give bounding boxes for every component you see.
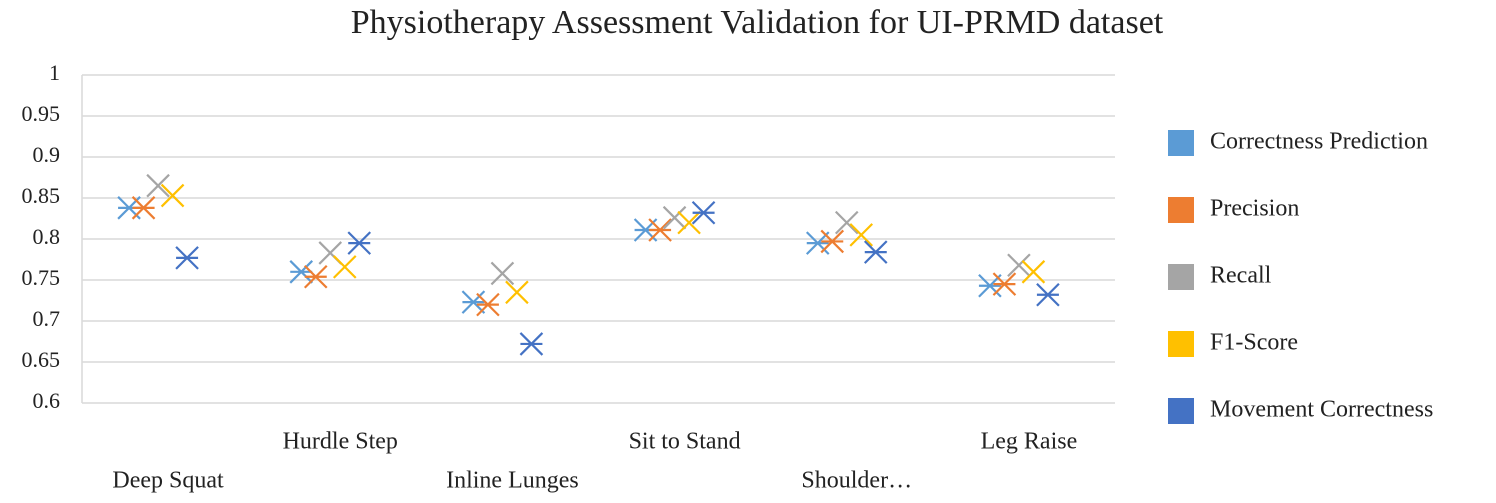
y-tick-label: 0.65 xyxy=(22,347,61,372)
marker xyxy=(461,290,486,314)
marker-stroke xyxy=(131,196,156,220)
chart-title: Physiotherapy Assessment Validation for … xyxy=(351,4,1164,41)
marker-stroke xyxy=(662,205,687,230)
y-tick-label: 0.6 xyxy=(33,388,61,413)
marker-stroke xyxy=(505,280,529,305)
marker-stroke xyxy=(347,231,372,255)
marker xyxy=(303,264,328,289)
marker xyxy=(849,223,874,247)
x-tick-label: Deep Squat xyxy=(112,468,224,494)
y-tick-label: 0.7 xyxy=(33,306,61,331)
legend-swatch xyxy=(1168,197,1194,223)
marker xyxy=(992,272,1017,296)
marker xyxy=(863,240,888,264)
marker xyxy=(490,261,515,286)
y-tick-label: 0.9 xyxy=(33,142,61,167)
marker-stroke xyxy=(175,246,199,270)
marker-stroke xyxy=(1007,253,1031,278)
marker-stroke xyxy=(648,218,672,242)
y-tick-label: 1 xyxy=(49,60,60,85)
marker xyxy=(691,200,716,225)
legend-swatch xyxy=(1168,398,1194,424)
marker xyxy=(146,173,170,198)
marker-stroke xyxy=(820,229,845,254)
marker-stroke xyxy=(160,183,185,208)
x-tick-label: Leg Raise xyxy=(981,429,1078,455)
marker-stroke xyxy=(289,260,314,284)
y-tick-label: 0.95 xyxy=(22,101,61,126)
y-tick-label: 0.8 xyxy=(33,224,61,249)
marker xyxy=(332,255,357,279)
x-tick-label: Sit to Stand xyxy=(629,429,741,455)
marker xyxy=(175,246,199,270)
legend-label: F1-Score xyxy=(1210,330,1298,356)
marker xyxy=(505,280,529,305)
marker xyxy=(662,205,687,230)
y-tick-label: 0.85 xyxy=(22,183,61,208)
marker xyxy=(519,332,544,356)
marker xyxy=(289,260,314,284)
legend-label: Precision xyxy=(1210,196,1299,222)
legend-label: Correctness Prediction xyxy=(1210,129,1428,155)
marker-stroke xyxy=(691,200,716,225)
marker xyxy=(347,231,372,255)
marker-stroke xyxy=(303,264,328,289)
marker-stroke xyxy=(519,332,544,356)
marker-stroke xyxy=(677,210,701,235)
x-tick-label: Shoulder… xyxy=(801,468,912,494)
marker xyxy=(648,218,672,242)
legend-swatch xyxy=(1168,331,1194,357)
marker xyxy=(834,210,859,235)
marker xyxy=(1021,260,1046,284)
marker xyxy=(1007,253,1031,278)
marker xyxy=(677,210,701,235)
legend-swatch xyxy=(1168,264,1194,290)
marker-stroke xyxy=(1036,282,1060,307)
marker-stroke xyxy=(476,292,500,317)
legend-swatch xyxy=(1168,130,1194,156)
x-tick-label: Inline Lunges xyxy=(446,468,579,494)
legend-label: Recall xyxy=(1210,263,1272,289)
marker xyxy=(820,229,845,254)
marker-stroke xyxy=(992,272,1017,296)
marker xyxy=(160,183,185,208)
marker-stroke xyxy=(490,261,515,286)
marker-stroke xyxy=(849,223,874,247)
x-tick-label: Hurdle Step xyxy=(283,429,398,455)
marker-stroke xyxy=(461,290,486,314)
marker xyxy=(131,196,156,220)
marker-stroke xyxy=(332,255,357,279)
marker-stroke xyxy=(863,240,888,264)
marker-stroke xyxy=(1021,260,1046,284)
marker-stroke xyxy=(146,173,170,198)
marker xyxy=(476,292,500,317)
y-tick-label: 0.75 xyxy=(22,265,61,290)
marker-stroke xyxy=(834,210,859,235)
legend-label: Movement Correctness xyxy=(1210,397,1433,423)
marker xyxy=(1036,282,1060,307)
